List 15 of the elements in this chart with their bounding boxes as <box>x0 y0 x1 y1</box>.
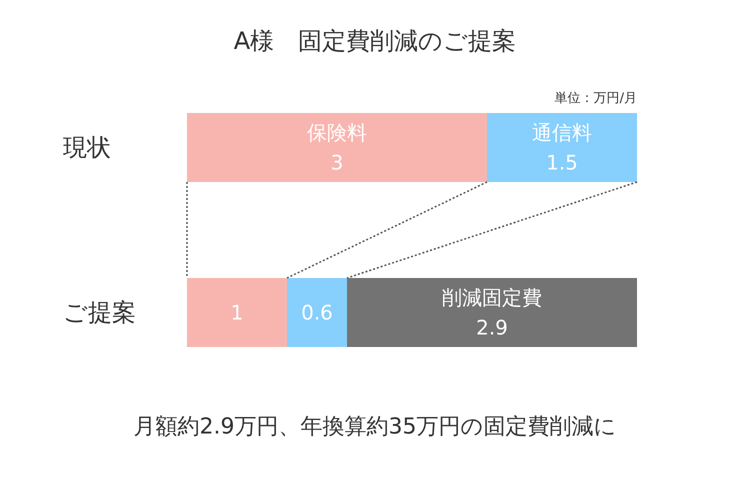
bar <box>187 113 487 182</box>
y-tick-label: 現状 <box>63 134 111 162</box>
data-label: 0.6 <box>301 300 333 324</box>
bar <box>487 113 637 182</box>
data-label: 保険料 3 <box>307 120 367 174</box>
text: 月額約2.9万円、年換算約35万円の固定費削減に <box>134 414 616 440</box>
bar <box>187 278 287 347</box>
bar <box>287 278 347 347</box>
chart-title: A様 固定費削減のご提案 <box>234 27 516 55</box>
annotation: 単位：万円/月 <box>554 91 638 106</box>
data-label: 削減固定費 2.9 <box>442 286 542 340</box>
data-label: 1 <box>230 300 244 324</box>
bar <box>347 278 637 347</box>
y-tick-label: ご提案 <box>63 298 136 326</box>
data-label: 通信料 1.5 <box>532 120 592 174</box>
